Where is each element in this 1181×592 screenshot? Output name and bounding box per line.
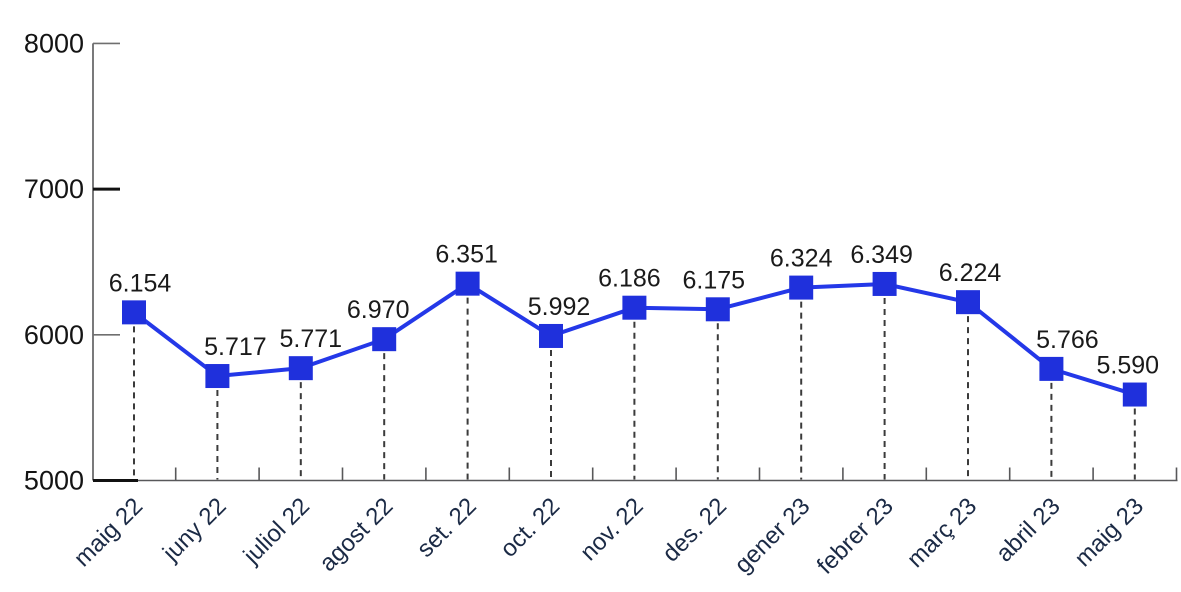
data-point-marker	[455, 271, 480, 296]
data-point-label: 6.324	[770, 245, 833, 273]
x-tick-label: gener 23	[729, 493, 815, 579]
y-tick-label: 5000	[24, 466, 84, 496]
data-point-label: 6.186	[598, 265, 661, 293]
data-point-marker	[1122, 382, 1147, 407]
x-tick-label: oct. 22	[495, 493, 565, 563]
data-point-marker	[789, 275, 814, 300]
data-point-marker	[956, 290, 980, 315]
data-point-marker	[539, 323, 563, 348]
data-point-marker	[122, 300, 146, 325]
data-point-marker	[288, 356, 313, 381]
data-point-label: 5.766	[1036, 326, 1099, 354]
data-point-marker	[1039, 356, 1064, 381]
x-tick-label: febrer 23	[812, 493, 899, 580]
data-point-marker	[205, 364, 230, 389]
x-tick-label: agost 22	[314, 493, 398, 577]
y-tick-label: 7000	[24, 174, 84, 204]
y-tick-label: 6000	[24, 320, 84, 350]
data-point-label: 5.590	[1097, 352, 1160, 380]
data-point-label: 6.224	[939, 259, 1002, 287]
data-point-marker	[705, 297, 730, 322]
data-point-marker	[622, 295, 647, 320]
data-point-label: 6.154	[109, 269, 172, 297]
data-point-label: 5.717	[204, 333, 267, 361]
data-point-label: 6.349	[850, 241, 913, 269]
data-point-marker	[372, 327, 397, 352]
x-tick-label: maig 23	[1070, 493, 1149, 572]
x-tick-label: des. 22	[657, 493, 732, 568]
x-tick-label: set. 22	[412, 493, 482, 563]
x-tick-label: juliol 22	[238, 493, 315, 570]
x-tick-label: abril 23	[991, 493, 1066, 568]
data-point-label: 6.970	[347, 296, 410, 324]
x-tick-label: maig 22	[69, 493, 148, 572]
y-tick-label: 8000	[24, 28, 84, 58]
data-point-label: 6.175	[683, 266, 746, 294]
data-point-label: 5.771	[280, 325, 343, 353]
data-point-label: 6.351	[435, 241, 498, 269]
x-tick-label: març 23	[902, 493, 982, 573]
data-point-marker	[872, 271, 897, 296]
x-tick-label: nov. 22	[575, 493, 649, 567]
data-point-label: 5.992	[528, 293, 591, 321]
x-tick-label: juny 22	[157, 493, 232, 568]
